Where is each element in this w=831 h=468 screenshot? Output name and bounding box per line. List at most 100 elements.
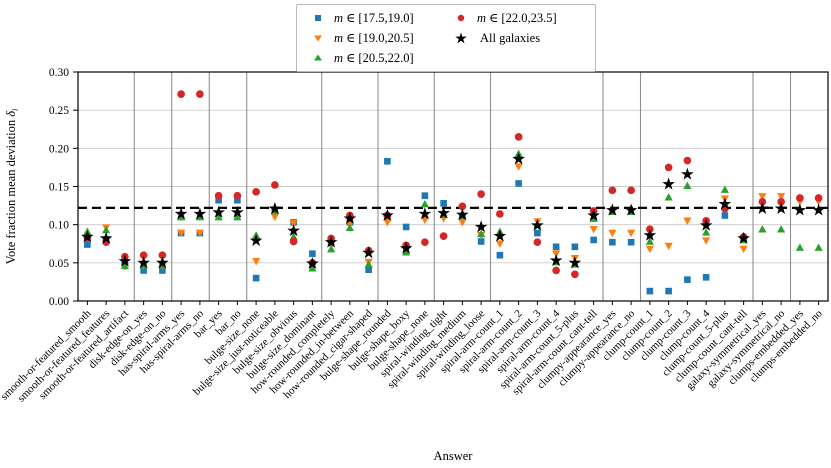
data-point-square — [309, 250, 316, 257]
legend-label-text: ∈ [22.0,23.5] — [489, 11, 557, 25]
data-point-star — [193, 207, 207, 220]
legend-label-text: ∈ [19.0,20.5] — [346, 31, 414, 45]
data-point-star — [418, 207, 432, 220]
data-point-triangle-up — [720, 185, 729, 193]
data-point-circle — [271, 181, 279, 189]
data-point-triangle-up — [702, 228, 711, 236]
data-point-square — [84, 241, 91, 248]
data-point-circle — [196, 90, 204, 98]
data-point-square — [421, 192, 429, 199]
data-point-star — [568, 256, 582, 269]
data-point-star — [287, 224, 300, 237]
legend-label-variable: m — [334, 11, 344, 25]
data-point-square — [590, 236, 597, 244]
data-point-square — [215, 196, 222, 204]
data-point-star — [81, 230, 94, 243]
circle-icon — [457, 14, 465, 22]
data-point-circle — [177, 90, 185, 98]
data-point-square — [702, 274, 710, 281]
data-point-square — [365, 266, 372, 274]
data-point-star — [756, 201, 769, 215]
data-point-square — [534, 229, 541, 237]
data-point-triangle-down — [739, 245, 748, 254]
data-point-triangle-down — [383, 219, 392, 227]
data-point-star — [606, 203, 619, 216]
legend-label-text: All galaxies — [480, 30, 541, 45]
data-point-circle — [777, 197, 785, 206]
data-point-square — [477, 238, 485, 245]
x-axis-title: Answer — [434, 449, 474, 463]
data-point-circle — [533, 238, 542, 247]
data-point-square — [384, 158, 391, 165]
data-point-circle — [758, 197, 767, 206]
data-point-square — [252, 274, 260, 282]
data-point-square — [552, 243, 560, 251]
legend-label-variable: m — [334, 31, 344, 45]
data-point-triangle-down — [514, 163, 523, 171]
legend-label-text: ∈ [17.5,19.0] — [346, 11, 414, 25]
data-point-triangle-down — [195, 229, 204, 238]
data-point-triangle-up — [308, 264, 317, 272]
data-point-triangle-up — [214, 212, 223, 221]
data-point-star — [324, 235, 338, 248]
data-point-square — [609, 238, 616, 246]
data-point-triangle-up — [589, 214, 598, 222]
legend-marker-shape — [315, 15, 321, 21]
data-point-star — [474, 220, 488, 233]
data-point-triangle-down — [252, 258, 261, 266]
data-point-triangle-up — [402, 248, 411, 256]
data-point-triangle-up — [795, 243, 804, 251]
data-point-triangle-down — [608, 229, 617, 238]
y-axis-title: Vote fraction mean deviation δi — [4, 108, 20, 264]
legend-item-4: All galaxies — [446, 28, 589, 48]
legend-label: All galaxies — [477, 31, 540, 46]
data-point-square — [571, 243, 579, 251]
legend-item-0: m ∈ [17.5,19.0] — [303, 8, 446, 28]
data-point-star — [737, 231, 750, 244]
data-point-triangle-up — [327, 245, 336, 253]
y-tick-label: 0.15 — [49, 182, 69, 194]
data-point-square — [515, 180, 522, 187]
data-point-star — [381, 208, 394, 221]
data-point-star — [231, 205, 244, 218]
data-point-circle — [814, 194, 823, 202]
data-point-circle — [158, 251, 167, 260]
legend-item-3: m ∈ [22.0,23.5] — [446, 8, 589, 28]
data-point-star — [774, 201, 788, 215]
data-point-circle — [139, 251, 148, 260]
data-point-square — [684, 276, 691, 283]
data-point-circle — [683, 156, 692, 165]
data-point-star — [662, 177, 675, 190]
data-point-star — [174, 207, 188, 220]
legend-marker-shape — [314, 35, 322, 42]
legend: m ∈ [17.5,19.0] m ∈ [19.0,20.5] m ∈ [20.5,22.… — [296, 4, 596, 72]
data-point-circle — [496, 210, 504, 218]
data-point-star — [812, 203, 825, 216]
legend-label: m ∈ [22.0,23.5] — [477, 10, 557, 26]
data-point-star — [718, 197, 732, 210]
data-point-triangle-up — [195, 212, 204, 221]
legend-label: m ∈ [19.0,20.5] — [334, 30, 414, 46]
data-point-triangle-up — [477, 229, 486, 238]
data-point-square — [159, 267, 166, 274]
legend-label: m ∈ [17.5,19.0] — [334, 10, 414, 26]
y-tick-label: 0.30 — [49, 67, 69, 79]
data-point-circle — [627, 186, 635, 195]
data-point-circle — [214, 191, 223, 200]
data-point-star — [212, 205, 225, 218]
data-point-triangle-down — [270, 213, 279, 222]
data-point-circle — [439, 232, 448, 240]
legend-label-text: ∈ [20.5,22.0] — [346, 51, 414, 65]
data-point-square — [402, 223, 410, 231]
data-point-star — [456, 208, 469, 221]
data-point-triangle-up — [233, 212, 242, 221]
data-point-square — [440, 199, 447, 207]
triangle-down-icon — [314, 35, 322, 42]
y-tick-label: 0.25 — [49, 105, 69, 117]
data-point-square — [721, 212, 729, 219]
data-point-star — [99, 231, 113, 244]
data-point-star — [531, 218, 544, 231]
data-point-star — [512, 152, 525, 165]
data-point-triangle-down — [495, 240, 504, 248]
